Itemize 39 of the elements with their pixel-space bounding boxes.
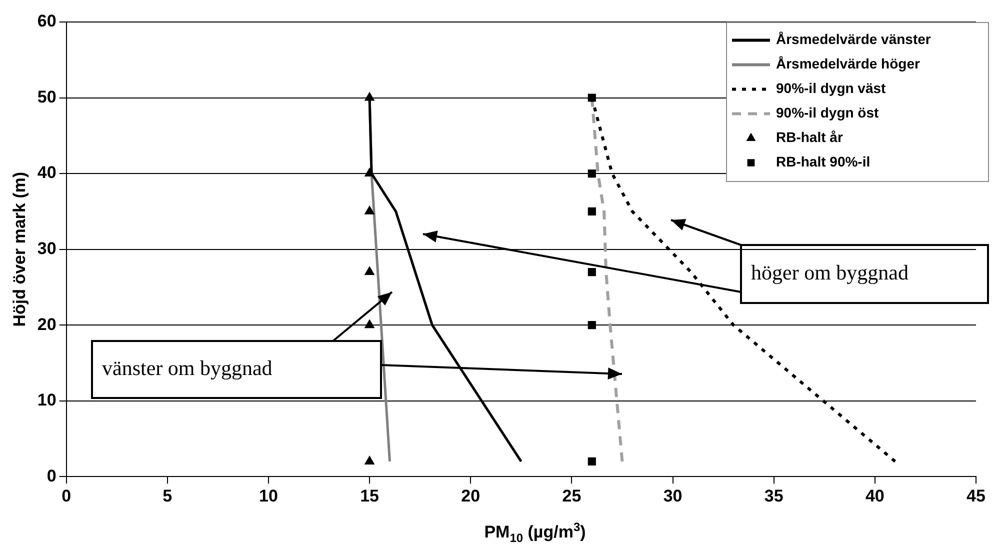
x-tick-label: 20: [461, 486, 480, 506]
y-tick-label: 30: [37, 238, 56, 258]
x-tick-label: 15: [360, 486, 379, 506]
legend-label: Årsmedelvärde vänster: [776, 31, 932, 48]
y-tick-label: 0: [46, 466, 56, 486]
point: [364, 456, 374, 464]
y-tick-label: 10: [37, 390, 56, 410]
point: [364, 168, 374, 177]
y-axis-title: Höjd över mark (m): [10, 172, 29, 327]
annotation: höger om byggnad: [751, 260, 909, 285]
x-tick-label: 25: [562, 486, 582, 506]
point: [588, 207, 596, 216]
point: [588, 94, 596, 102]
x-tick-label: 30: [663, 486, 682, 506]
point: [588, 268, 596, 276]
annotation: vänster om byggnad: [102, 356, 273, 380]
x-tick-label: 45: [966, 486, 986, 506]
y-tick-label: 60: [37, 12, 56, 31]
y-tick-label: 20: [37, 314, 56, 334]
legend-label: Årsmedelvärde höger: [776, 56, 920, 72]
x-tick-label: 0: [62, 486, 72, 506]
legend-label: 90%-il dygn väst: [776, 80, 886, 96]
x-tick-label: 40: [865, 486, 884, 506]
legend-label: 90%-il dygn öst: [776, 104, 880, 121]
point: [364, 266, 374, 276]
x-tick-label: 5: [162, 486, 172, 506]
point: [588, 321, 596, 330]
x-axis-title: PM$_{10}$ (µg/m$^{3}$): [483, 520, 587, 546]
point: [364, 92, 374, 101]
y-tick-label: 40: [37, 163, 56, 182]
point: [588, 457, 596, 466]
point: [364, 320, 374, 328]
point: [364, 206, 374, 214]
legend-label: RB-halt år: [776, 129, 844, 146]
x-tick-label: 10: [259, 486, 278, 506]
y-tick-label: 50: [37, 87, 56, 106]
point: [588, 170, 596, 178]
x-tick-label: 35: [764, 486, 784, 506]
legend-label: RB-halt 90%-il: [776, 154, 870, 170]
